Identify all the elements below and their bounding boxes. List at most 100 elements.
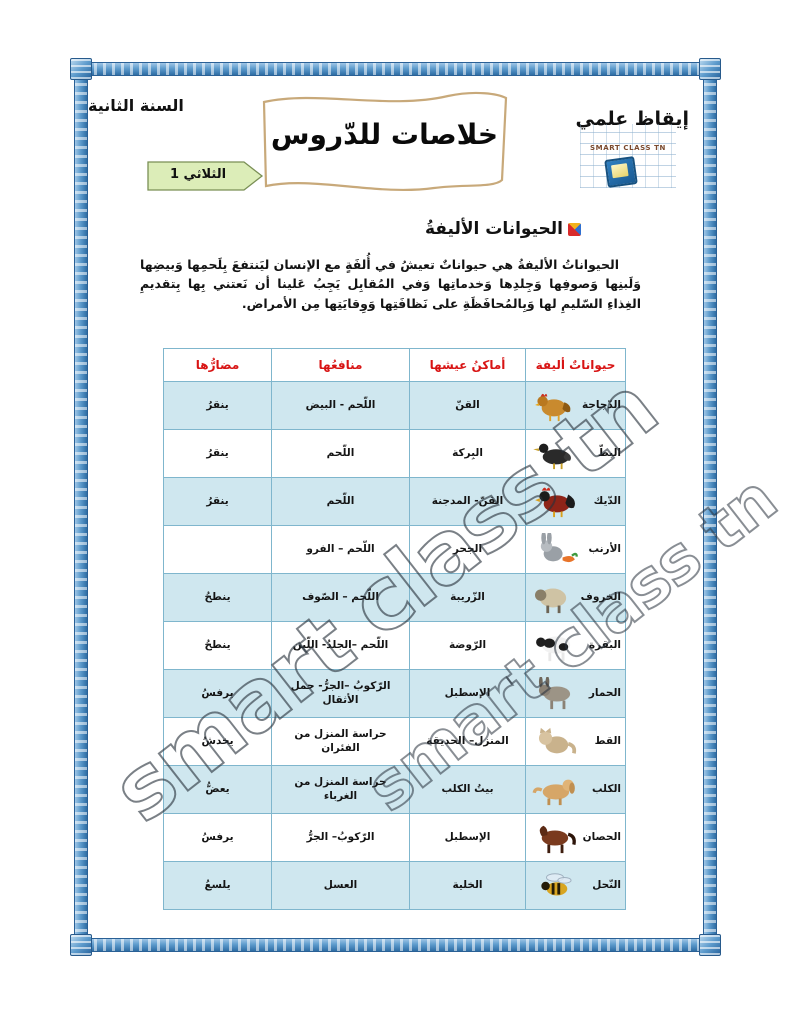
cell-place: الزّريبة — [409, 573, 526, 622]
cell-place: الخلية — [409, 861, 526, 910]
frame-bar-left — [74, 72, 88, 942]
frame-corner-top-right — [699, 58, 721, 80]
column-header-place: أماكنُ عيشها — [409, 348, 526, 382]
animal-name: الحمار — [588, 686, 621, 699]
table-row: البقرة الرّوضة اللّحم –الجلدُ- اللّبن ينطحُ — [163, 621, 626, 670]
frame-bar-bottom — [84, 938, 707, 952]
duck-photo — [530, 437, 580, 471]
cell-benefit: الرّكوبُ –الجرُّ- حمل الأثقال — [271, 669, 410, 718]
horse-photo — [529, 821, 579, 855]
year-label: السنة الثانية — [88, 96, 184, 115]
column-header-benefit: منافعُها — [271, 348, 410, 382]
cell-harm: يرفسُ — [163, 669, 272, 718]
cell-animal: الدّيك — [525, 477, 626, 526]
cell-animal: الكلب — [525, 765, 626, 814]
animal-name: الخروف — [580, 590, 621, 603]
animal-name: النّحل — [592, 878, 621, 891]
bee-photo — [530, 869, 580, 903]
cell-place: الجحر — [409, 525, 526, 574]
title-banner: خلاصات للدّروس — [258, 88, 511, 193]
rooster-photo — [530, 485, 580, 519]
lesson-paragraph: الحيواناتُ الأليفةُ هي حيواناتٌ تعيشُ في… — [140, 257, 641, 311]
table-row: الدّجاجة القنّ اللّحم - البيض ينقرُ — [163, 381, 626, 430]
table-row: القط المنزل– الحديقة حراسة المنزل من الفئر… — [163, 717, 626, 766]
cell-place: الإسطبل — [409, 813, 526, 862]
cell-harm: ينطحُ — [163, 573, 272, 622]
cell-place: البِركة — [409, 429, 526, 478]
table-row: الأرنب الجحر اللّحم – الفرو — [163, 525, 626, 574]
cell-animal: الأرنب — [525, 525, 626, 574]
cell-harm: يخدشُ — [163, 717, 272, 766]
cell-harm: ينقرُ — [163, 381, 272, 430]
cell-animal: الحصان — [525, 813, 626, 862]
table-header-row: حيواناتٌ أليفة أماكنُ عيشها منافعُها مضا… — [163, 348, 626, 382]
cell-animal: البقرة — [525, 621, 626, 670]
cell-benefit: اللّحم – الصّوف — [271, 573, 410, 622]
cell-benefit: الرّكوبُ– الجرُّ — [271, 813, 410, 862]
cell-place: الرّوضة — [409, 621, 526, 670]
cell-benefit: حراسة المنزل من الغرباء — [271, 765, 410, 814]
term-badge: الثلاثي 1 — [146, 160, 264, 192]
cell-animal: الحمار — [525, 669, 626, 718]
logo-brand-text: SMART CLASS TN — [590, 144, 666, 152]
table-row: الحصان الإسطبل الرّكوبُ– الجرُّ يرفسُ — [163, 813, 626, 862]
cell-benefit: اللّحم — [271, 429, 410, 478]
cow-photo — [530, 629, 580, 663]
term-badge-label: الثلاثي 1 — [169, 167, 227, 182]
column-header-harm: مضارُّها — [163, 348, 272, 382]
column-header-animal: حيواناتٌ أليفة — [525, 348, 626, 382]
cell-place: القنّ — [409, 381, 526, 430]
frame-bar-top — [84, 62, 707, 76]
table-row: البطّ البِركة اللّحم ينقرُ — [163, 429, 626, 478]
table-row: الخروف الزّريبة اللّحم – الصّوف ينطحُ — [163, 573, 626, 622]
clipboard-icon — [604, 156, 638, 188]
animal-name: الكلب — [591, 782, 621, 795]
animal-name: الدّجاجة — [581, 398, 621, 411]
rabbit-photo — [530, 532, 580, 567]
cell-place: المنزل– الحديقة — [409, 717, 526, 766]
frame-corner-bottom-right — [699, 934, 721, 956]
cell-harm — [163, 525, 272, 574]
table-row: النّحل الخلية العسل يلسعُ — [163, 861, 626, 910]
cell-harm: ينطحُ — [163, 621, 272, 670]
cell-harm: يعضُّ — [163, 765, 272, 814]
cell-benefit: اللّحم - البيض — [271, 381, 410, 430]
frame-corner-top-left — [70, 58, 92, 80]
animal-name: الدّيك — [593, 494, 621, 507]
smart-class-logo: SMART CLASS TN — [580, 124, 676, 188]
cell-animal: القط — [525, 717, 626, 766]
cell-benefit: اللّحم –الجلدُ- اللّبن — [271, 621, 410, 670]
animal-name: البقرة — [588, 638, 621, 651]
cell-harm: يلسعُ — [163, 861, 272, 910]
dog-photo — [530, 773, 580, 807]
sheep-photo — [527, 581, 577, 615]
cell-benefit: اللّحم – الفرو — [271, 525, 410, 574]
table-row: الدّيك القنّ- المدجنة اللّحم ينقرُ — [163, 477, 626, 526]
animal-name: الأرنب — [588, 542, 621, 555]
section-heading-label: الحيوانات الأليفةُ — [424, 219, 563, 239]
table-body: الدّجاجة القنّ اللّحم - البيض ينقرُ البطّ الب… — [163, 381, 626, 910]
cell-animal: الخروف — [525, 573, 626, 622]
cell-animal: الدّجاجة — [525, 381, 626, 430]
cell-harm: ينقرُ — [163, 477, 272, 526]
animal-name: الحصان — [582, 830, 621, 843]
animal-name: القط — [594, 734, 621, 747]
table-row: الكلب بيتُ الكلب حراسة المنزل من الغرباء يع… — [163, 765, 626, 814]
cell-harm: ينقرُ — [163, 429, 272, 478]
pinwheel-bullet-icon — [568, 222, 581, 236]
hen-photo — [528, 389, 578, 423]
cell-animal: البطّ — [525, 429, 626, 478]
cell-place: القنّ- المدجنة — [409, 477, 526, 526]
frame-bar-right — [703, 72, 717, 942]
cell-animal: النّحل — [525, 861, 626, 910]
cell-benefit: العسل — [271, 861, 410, 910]
frame-corner-bottom-left — [70, 934, 92, 956]
cell-benefit: حراسة المنزل من الفئران — [271, 717, 410, 766]
page-title: خلاصات للدّروس — [270, 118, 499, 151]
animal-name: البطّ — [597, 446, 621, 459]
summary-table-wrapper: حيواناتٌ أليفة أماكنُ عيشها منافعُها مضا… — [163, 348, 626, 910]
cell-place: بيتُ الكلب — [409, 765, 526, 814]
cell-benefit: اللّحم — [271, 477, 410, 526]
cell-harm: يرفسُ — [163, 813, 272, 862]
